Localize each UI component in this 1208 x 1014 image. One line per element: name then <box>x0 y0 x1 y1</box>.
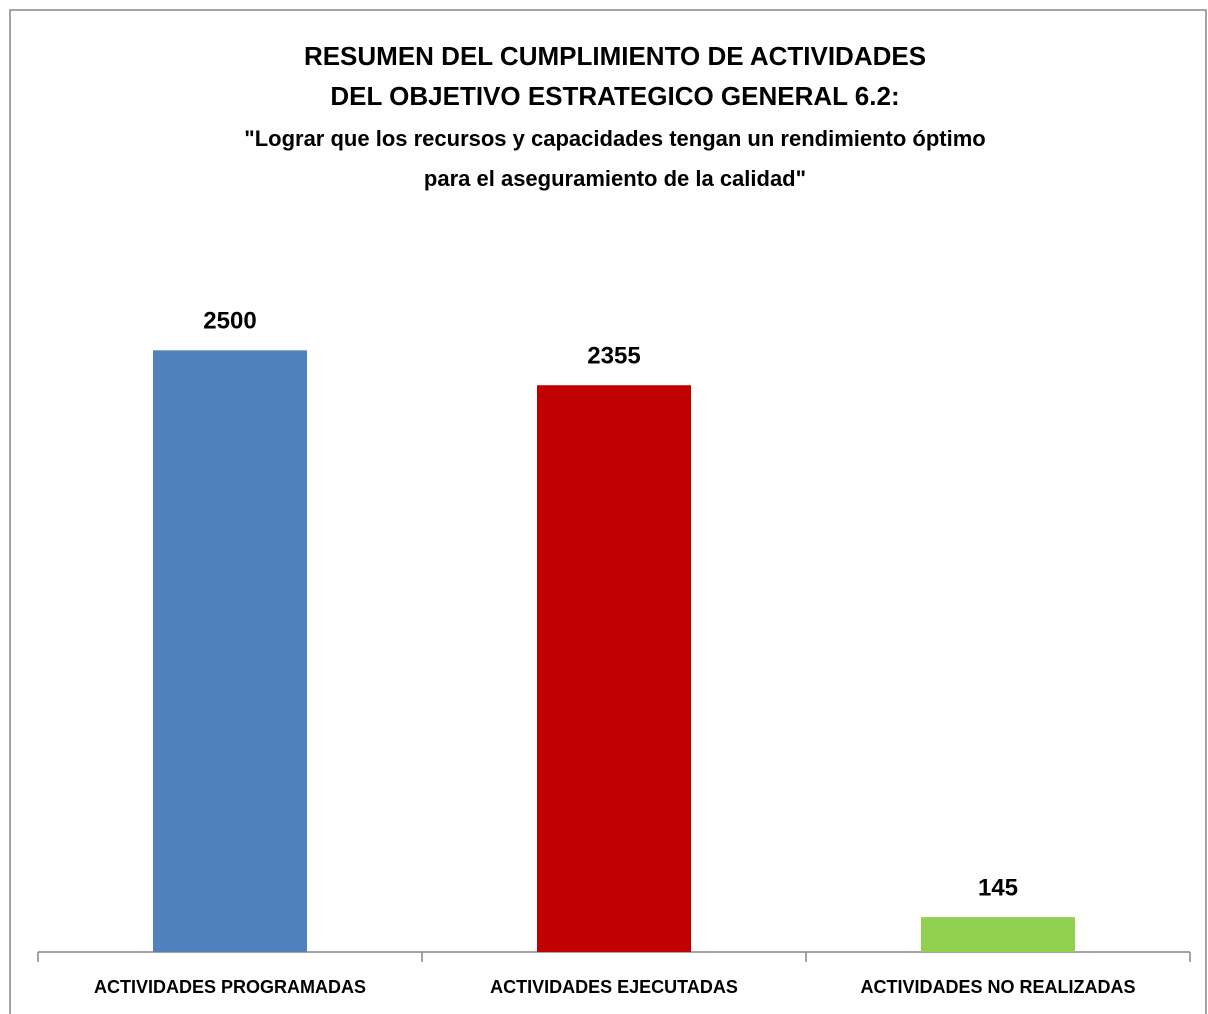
chart-title: RESUMEN DEL CUMPLIMIENTO DE ACTIVIDADES <box>304 41 926 71</box>
x-tick-label: ACTIVIDADES NO REALIZADAS <box>860 977 1135 997</box>
chart-title: DEL OBJETIVO ESTRATEGICO GENERAL 6.2: <box>330 81 899 111</box>
data-label: 2500 <box>203 308 256 335</box>
bar <box>921 917 1075 952</box>
bar <box>153 350 307 952</box>
data-label: 145 <box>978 874 1018 901</box>
x-tick-label: ACTIVIDADES EJECUTADAS <box>490 977 738 997</box>
data-label: 2355 <box>587 343 640 370</box>
chart-subtitle: "Lograr que los recursos y capacidades t… <box>244 126 985 151</box>
x-tick-label: ACTIVIDADES PROGRAMADAS <box>94 977 366 997</box>
chart-subtitle: para el aseguramiento de la calidad" <box>424 166 806 191</box>
bar <box>537 385 691 953</box>
